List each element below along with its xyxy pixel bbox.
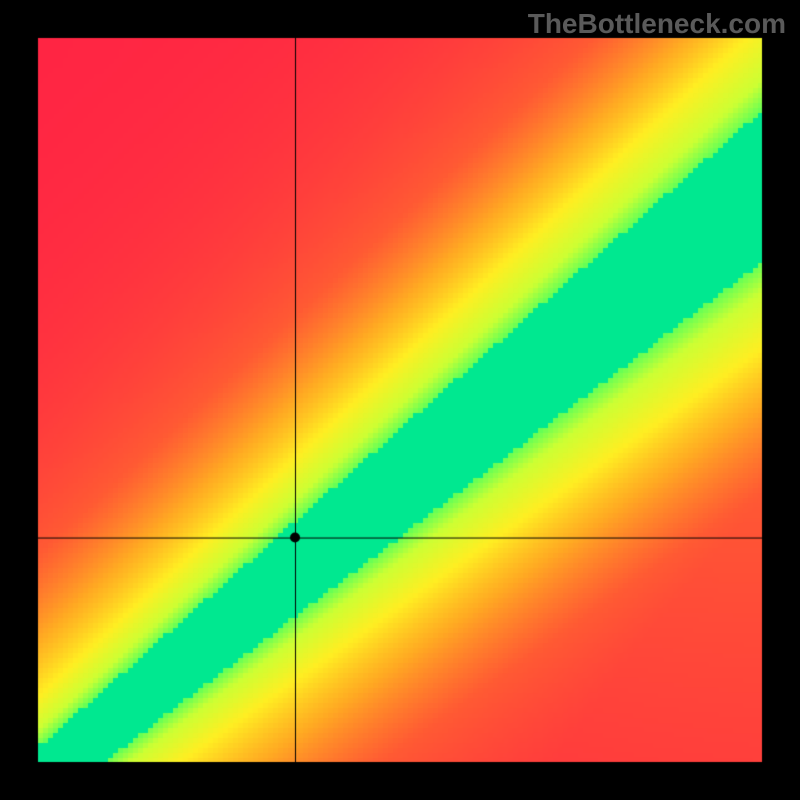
watermark-text: TheBottleneck.com (528, 8, 786, 40)
bottleneck-heatmap (0, 0, 800, 800)
